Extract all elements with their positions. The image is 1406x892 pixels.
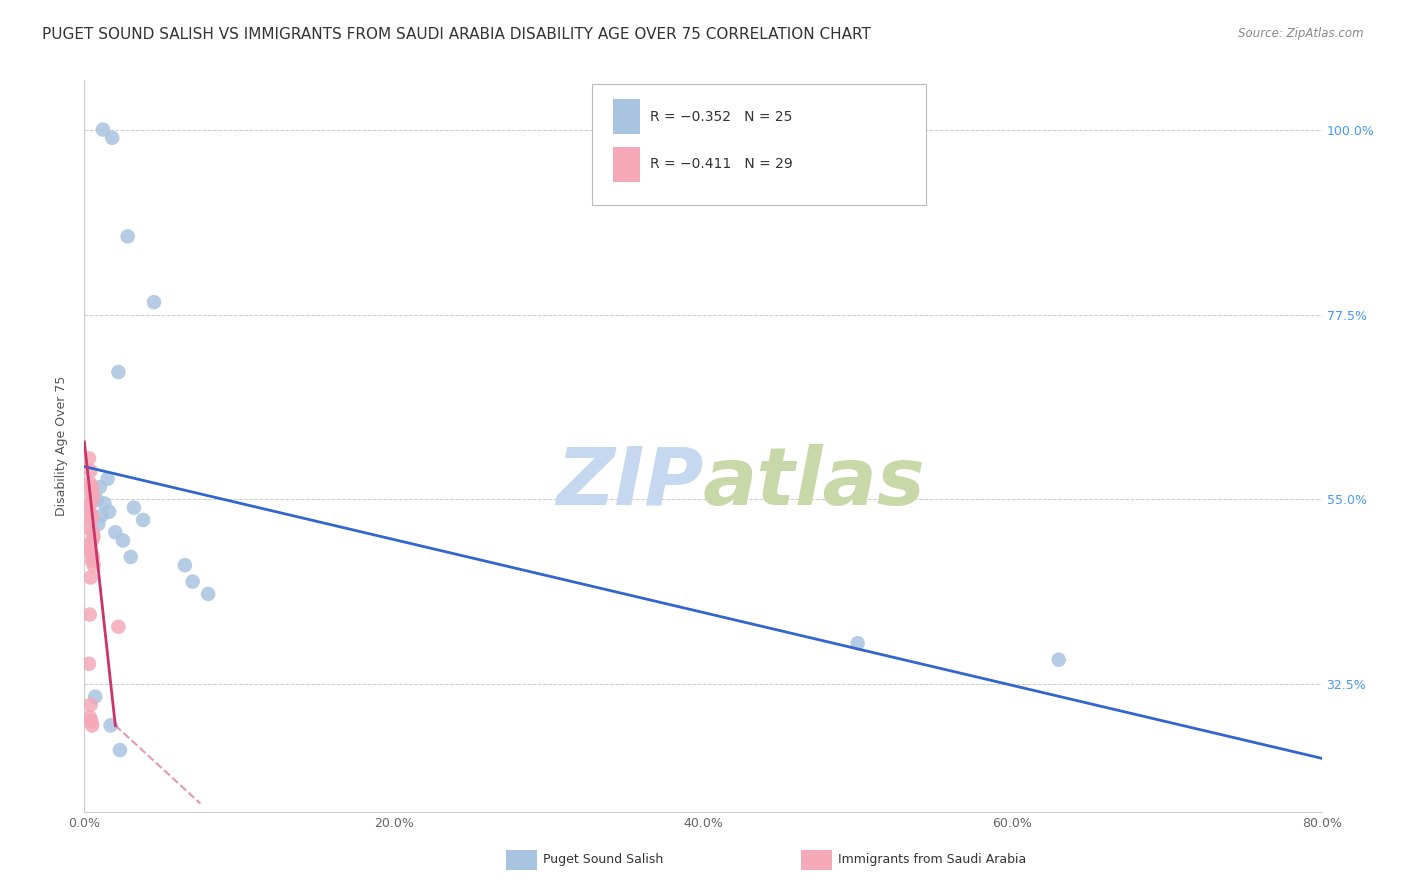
- Point: [112, 533, 135, 548]
- Point: [122, 500, 145, 515]
- Bar: [613, 99, 640, 135]
- Point: [79, 505, 101, 519]
- Point: [174, 558, 197, 573]
- Point: [90, 508, 112, 523]
- Point: [93, 496, 115, 510]
- Point: [107, 365, 129, 379]
- Point: [80, 546, 103, 560]
- Point: [120, 549, 142, 564]
- Text: Puget Sound Salish: Puget Sound Salish: [543, 854, 664, 866]
- Point: [117, 229, 139, 244]
- Text: PUGET SOUND SALISH VS IMMIGRANTS FROM SAUDI ARABIA DISABILITY AGE OVER 75 CORREL: PUGET SOUND SALISH VS IMMIGRANTS FROM SA…: [42, 27, 872, 42]
- Point: [87, 517, 110, 532]
- Point: [79, 464, 101, 478]
- Text: R = −0.411   N = 29: R = −0.411 N = 29: [650, 157, 793, 171]
- Point: [82, 525, 104, 540]
- Point: [84, 690, 107, 704]
- Point: [79, 475, 101, 490]
- FancyBboxPatch shape: [592, 84, 925, 204]
- Point: [82, 533, 104, 548]
- Point: [82, 718, 104, 732]
- Point: [846, 636, 869, 650]
- Point: [77, 657, 100, 671]
- Text: Immigrants from Saudi Arabia: Immigrants from Saudi Arabia: [838, 854, 1026, 866]
- Point: [79, 607, 101, 622]
- Point: [77, 451, 100, 466]
- Point: [83, 529, 105, 543]
- Point: [1047, 653, 1070, 667]
- Point: [79, 570, 101, 584]
- Point: [79, 541, 101, 556]
- Text: R = −0.352   N = 25: R = −0.352 N = 25: [650, 110, 792, 124]
- Point: [82, 480, 104, 494]
- Point: [79, 496, 101, 510]
- Point: [100, 718, 122, 732]
- Bar: [613, 147, 640, 182]
- Point: [86, 492, 108, 507]
- Text: ZIP: ZIP: [555, 443, 703, 522]
- Point: [80, 513, 103, 527]
- Point: [83, 558, 105, 573]
- Point: [132, 513, 155, 527]
- Text: Source: ZipAtlas.com: Source: ZipAtlas.com: [1239, 27, 1364, 40]
- Point: [79, 538, 101, 552]
- Point: [77, 521, 100, 535]
- Point: [79, 698, 101, 712]
- Y-axis label: Disability Age Over 75: Disability Age Over 75: [55, 376, 69, 516]
- Point: [89, 480, 111, 494]
- Point: [107, 620, 129, 634]
- Point: [197, 587, 219, 601]
- Point: [80, 714, 103, 729]
- Point: [82, 554, 104, 568]
- Point: [91, 122, 114, 136]
- Point: [82, 508, 104, 523]
- Point: [82, 492, 104, 507]
- Point: [80, 484, 103, 499]
- Point: [181, 574, 204, 589]
- Point: [143, 295, 166, 310]
- Point: [101, 130, 124, 145]
- Point: [104, 525, 127, 540]
- Point: [97, 472, 120, 486]
- Point: [82, 488, 104, 502]
- Point: [108, 743, 131, 757]
- Point: [82, 549, 104, 564]
- Point: [98, 505, 121, 519]
- Point: [79, 710, 101, 724]
- Text: atlas: atlas: [703, 443, 925, 522]
